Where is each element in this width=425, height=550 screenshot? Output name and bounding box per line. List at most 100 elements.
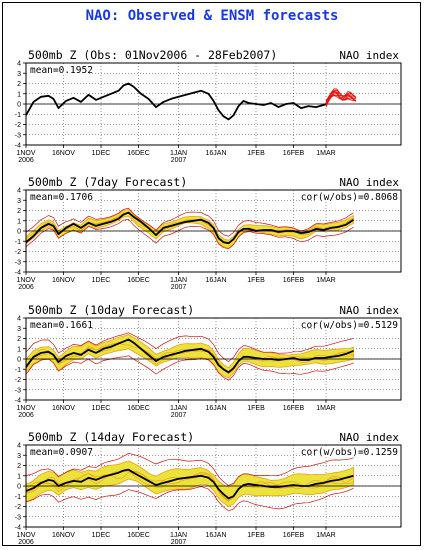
y-tick-label: 0 [17, 229, 21, 236]
y-tick-label: -4 [15, 270, 21, 277]
y-tick-label: 2 [17, 208, 21, 215]
y-tick-label: 4 [17, 443, 21, 450]
envelope-line-up [25, 207, 354, 237]
x-tick-label: 1MAR [316, 532, 335, 539]
x-tick-year-label: 2006 [18, 412, 34, 419]
x-tick-label: 16DEC [127, 150, 150, 157]
mean-label-bg [28, 65, 88, 75]
x-tick-label: 1JAN [170, 150, 187, 157]
x-tick-label: 16NOV [52, 277, 75, 284]
y-tick-label: 2 [17, 463, 21, 470]
envelope-line-up [25, 332, 354, 363]
y-tick-label: 2 [17, 81, 21, 88]
panel-title: 500mb Z (14day Forecast) [28, 430, 194, 444]
panel-title: 500mb Z (Obs: 01Nov2006 - 28Feb2007) [28, 48, 277, 62]
x-tick-year-label: 2007 [171, 412, 187, 419]
panel-2: 500mb Z (7day Forecast) NAO index 4 3 2 1 0 -1 -… [15, 175, 402, 291]
x-tick-label: 16JAN [205, 532, 226, 539]
forecast-member-line [325, 88, 357, 102]
y-tick-label: -3 [15, 387, 21, 394]
y-tick-label: -1 [15, 367, 21, 374]
y-tick-label: -4 [15, 398, 21, 405]
ensemble-member-line [25, 470, 354, 501]
envelope-line-up [25, 453, 354, 486]
ensemble-spread-band [25, 460, 354, 508]
cor-label: cor(w/obs)=0.5129 [301, 320, 399, 331]
panel-title: 500mb Z (10day Forecast) [28, 303, 194, 317]
y-tick-label: 1 [17, 346, 21, 353]
observed-nao-line [25, 338, 354, 374]
x-tick-label: 16DEC [127, 405, 150, 412]
y-tick-label: 0 [17, 484, 21, 491]
panels: 500mb Z (Obs: 01Nov2006 - 28Feb2007) NAO … [15, 48, 402, 546]
nao-index-label: NAO index [339, 304, 399, 317]
y-tick-label: 0 [17, 102, 21, 109]
cor-label: cor(w/obs)=0.1259 [301, 447, 399, 458]
x-tick-year-label: 2006 [18, 539, 34, 546]
y-tick-label: 1 [17, 218, 21, 225]
x-tick-label: 16FEB [283, 277, 305, 284]
x-tick-label: 1DEC [92, 277, 111, 284]
mean-label: mean=0.1706 [30, 192, 93, 203]
y-tick-label: -3 [15, 132, 21, 139]
x-tick-label: 1MAR [316, 150, 335, 157]
x-tick-year-label: 2007 [171, 284, 187, 291]
y-tick-label: -4 [15, 525, 21, 532]
y-tick-label: -3 [15, 259, 21, 266]
mean-label: mean=0.1661 [30, 320, 93, 331]
envelope-line-lo [25, 486, 354, 512]
x-tick-year-label: 2007 [171, 539, 187, 546]
cor-label-bg [315, 447, 399, 457]
y-tick-label: 0 [17, 357, 21, 364]
y-tick-label: -3 [15, 514, 21, 521]
x-tick-label: 1NOV [16, 405, 35, 412]
cor-label-bg [315, 192, 399, 202]
y-tick-label: 3 [17, 453, 21, 460]
y-tick-label: 3 [17, 71, 21, 78]
x-tick-label: 16JAN [205, 150, 226, 157]
y-tick-label: 1 [17, 91, 21, 98]
y-tick-label: -2 [15, 249, 21, 256]
cor-label: cor(w/obs)=0.8068 [301, 192, 399, 203]
y-tick-label: 4 [17, 316, 21, 323]
x-tick-label: 16DEC [127, 277, 150, 284]
panel-4: 500mb Z (14day Forecast) NAO index 4 3 2 1 0 -1… [15, 430, 402, 546]
x-tick-label: 1MAR [316, 277, 335, 284]
x-tick-label: 1DEC [92, 150, 111, 157]
mean-label-bg [28, 192, 88, 202]
x-tick-year-label: 2006 [18, 284, 34, 291]
x-tick-year-label: 2007 [171, 157, 187, 164]
nao-index-label: NAO index [339, 49, 399, 62]
x-tick-label: 1DEC [92, 405, 111, 412]
x-tick-label: 1FEB [247, 150, 265, 157]
y-tick-label: 4 [17, 188, 21, 195]
y-tick-label: -1 [15, 112, 21, 119]
x-tick-label: 16JAN [205, 277, 226, 284]
x-tick-label: 16NOV [52, 150, 75, 157]
y-tick-label: -2 [15, 122, 21, 129]
figure-frame [2, 2, 421, 546]
y-tick-label: -2 [15, 377, 21, 384]
x-tick-label: 16NOV [52, 405, 75, 412]
y-tick-label: -2 [15, 504, 21, 511]
nao-index-label: NAO index [339, 176, 399, 189]
x-tick-label: 16NOV [52, 532, 75, 539]
mean-label: mean=0.1952 [30, 65, 93, 76]
panel-3: 500mb Z (10day Forecast) NAO index 4 3 2 1 0 -1… [15, 303, 402, 419]
y-tick-label: 3 [17, 326, 21, 333]
panel-title: 500mb Z (7day Forecast) [28, 175, 187, 189]
figure-title: NAO: Observed & ENSM forecasts [86, 8, 339, 24]
x-tick-label: 1NOV [16, 150, 35, 157]
x-tick-label: 1FEB [247, 405, 265, 412]
ensemble-spread-band [25, 209, 354, 249]
x-tick-label: 1NOV [16, 277, 35, 284]
x-tick-label: 16FEB [283, 150, 305, 157]
x-tick-label: 16FEB [283, 405, 305, 412]
panel-1: 500mb Z (Obs: 01Nov2006 - 28Feb2007) NAO … [15, 48, 402, 164]
y-tick-label: 2 [17, 336, 21, 343]
y-tick-label: -1 [15, 494, 21, 501]
cor-label-bg [315, 320, 399, 330]
envelope-line-lo [25, 219, 354, 250]
x-tick-label: 1FEB [247, 532, 265, 539]
mean-label: mean=0.0907 [30, 447, 93, 458]
